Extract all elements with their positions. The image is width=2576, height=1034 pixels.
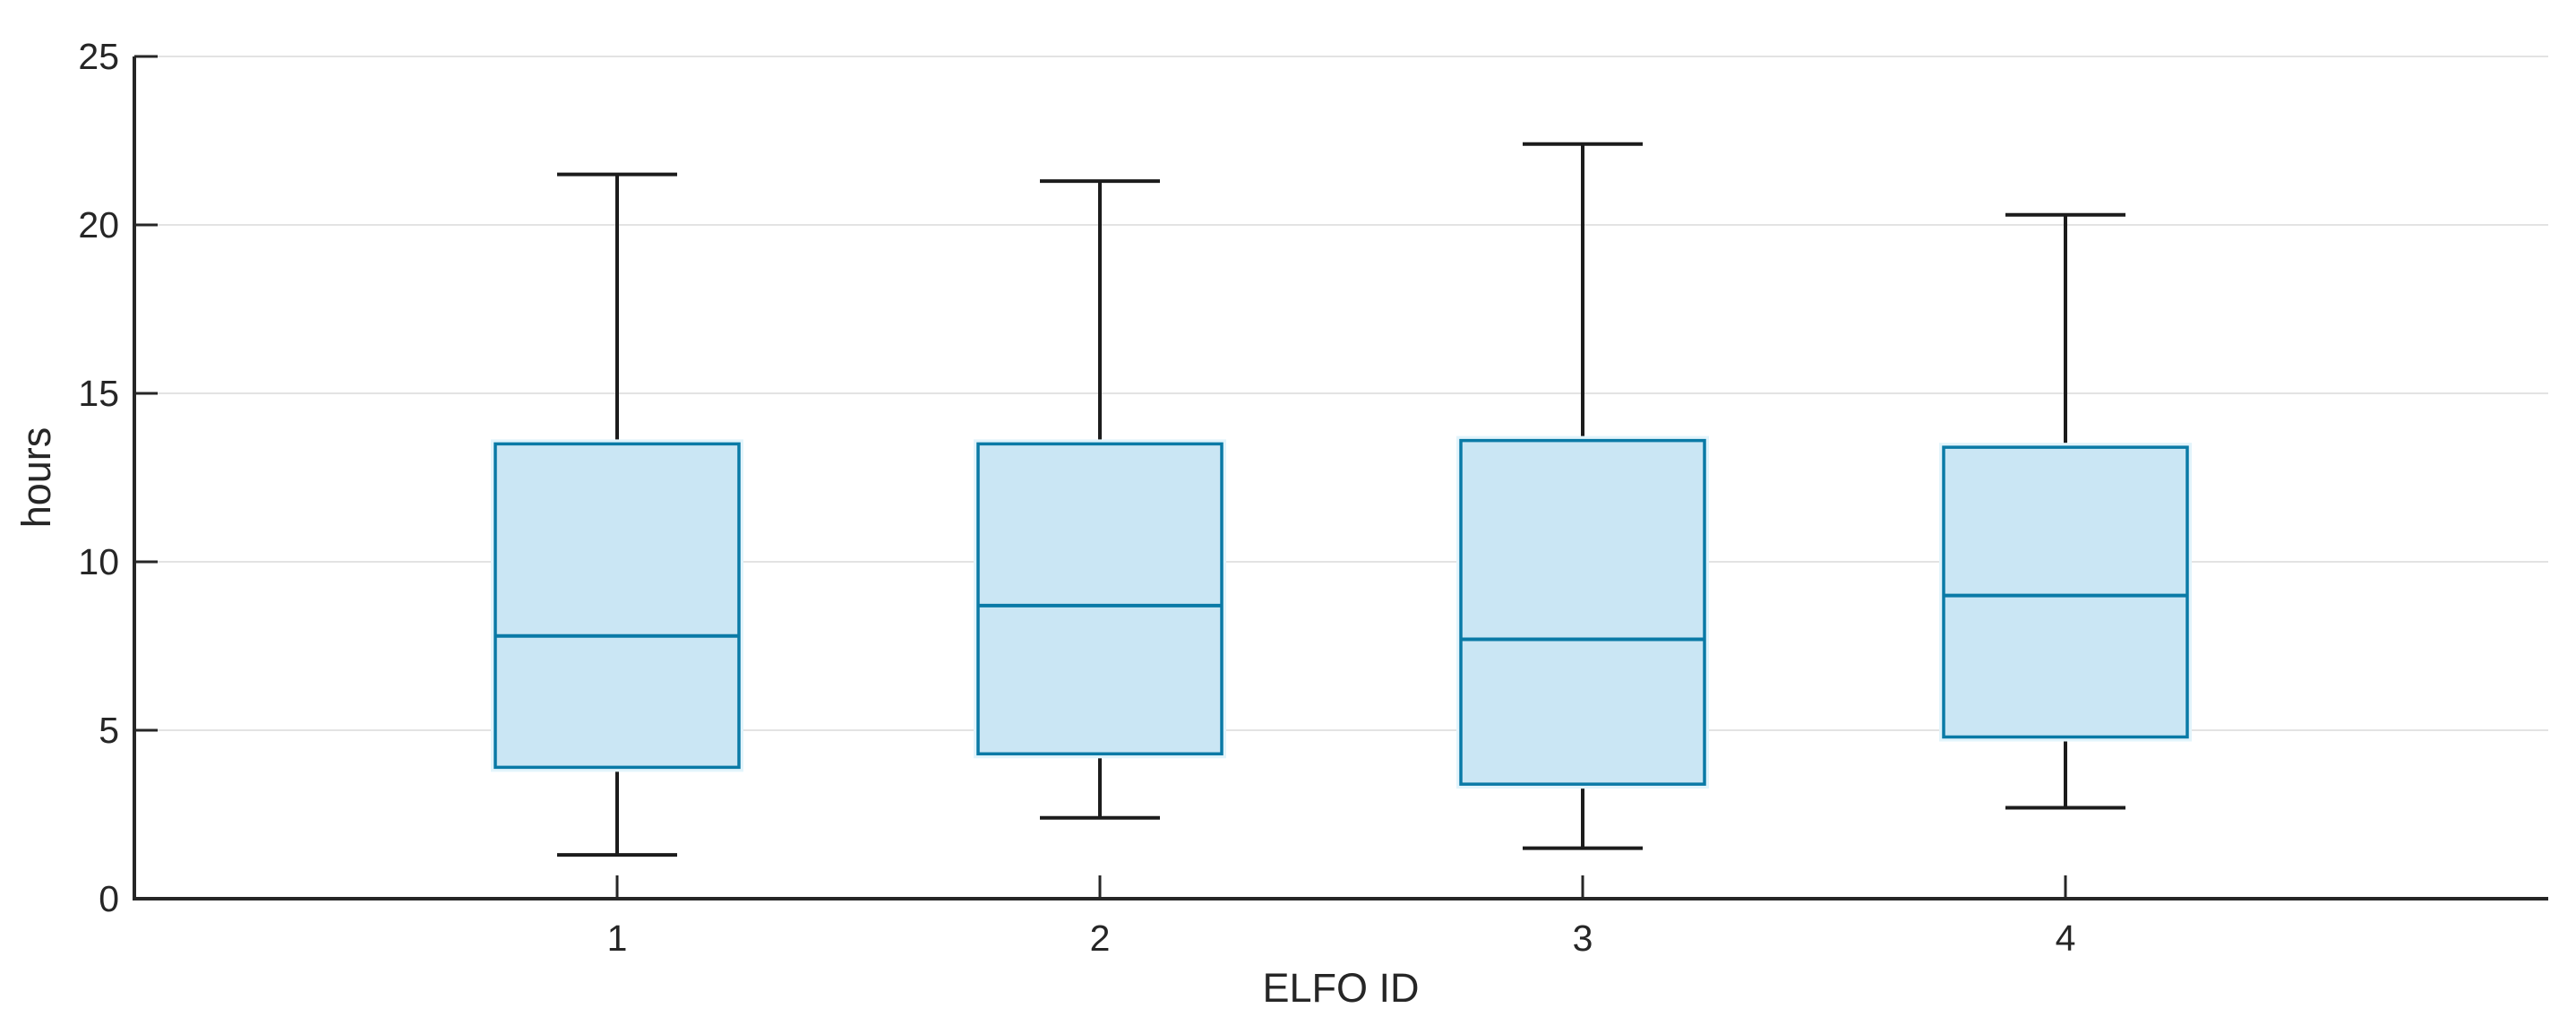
x-axis-label: ELFO ID (1262, 965, 1419, 1011)
tick-labels-layer: 0 5 10 15 20 25 1 2 3 4 (78, 36, 2075, 959)
x-tick-label-2: 2 (1090, 918, 1111, 959)
y-tick-label-20: 20 (78, 204, 119, 246)
y-tick-label-0: 0 (99, 878, 119, 919)
x-tick-label-3: 3 (1573, 918, 1593, 959)
iqr-box-4 (1942, 445, 2189, 739)
y-axis-label: hours (13, 427, 59, 529)
y-tick-label-25: 25 (78, 36, 119, 77)
iqr-box-2 (976, 442, 1224, 756)
y-tick-label-5: 5 (99, 710, 119, 751)
x-tick-label-4: 4 (2056, 918, 2076, 959)
iqr-box-1 (494, 442, 741, 770)
y-tick-label-10: 10 (78, 541, 119, 582)
axes-layer (133, 55, 2548, 900)
y-tick-label-15: 15 (78, 373, 119, 414)
boxes-layer (491, 435, 2192, 789)
whiskers-layer (557, 142, 2125, 857)
x-tick-label-1: 1 (607, 918, 628, 959)
iqr-box-3 (1459, 438, 1706, 786)
